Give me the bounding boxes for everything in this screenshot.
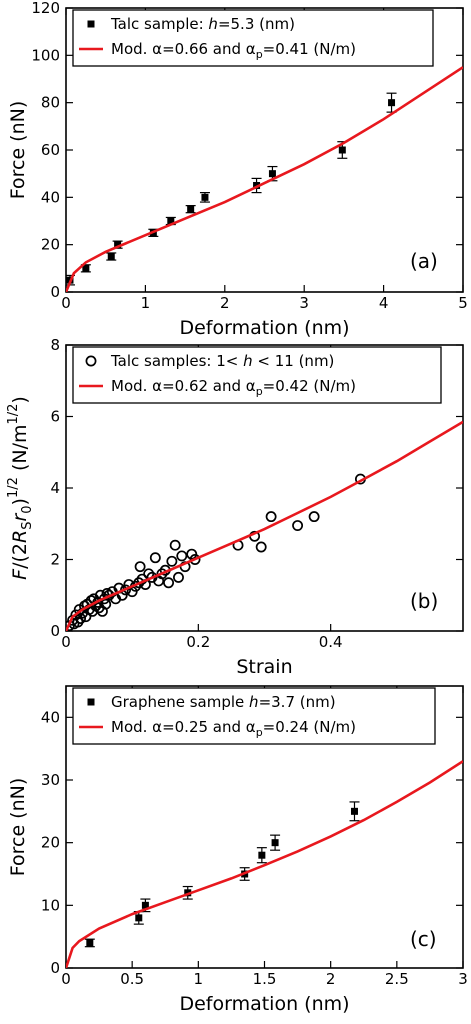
model-curve <box>66 66 463 292</box>
x-tick-label: 0.2 <box>186 633 210 651</box>
x-axis-label: Deformation (nm) <box>179 317 349 339</box>
x-tick-label: 1 <box>141 294 151 312</box>
y-tick-label: 40 <box>41 708 60 726</box>
data-layer <box>66 66 463 292</box>
data-layer <box>66 760 463 968</box>
data-point <box>167 217 175 225</box>
y-tick-label: 60 <box>41 141 60 159</box>
data-point <box>75 613 87 624</box>
data-point <box>201 193 209 201</box>
x-tick-label: 0.4 <box>319 633 343 651</box>
data-point <box>149 552 161 564</box>
legend-box <box>72 9 434 67</box>
x-axis-label: Strain <box>236 656 292 678</box>
y-tick-label: 30 <box>41 771 60 789</box>
legend-marker-swatch <box>85 355 97 367</box>
legend-label: Mod. α=0.62 and αp=0.42 (N/m) <box>111 377 356 398</box>
data-point <box>169 539 181 551</box>
legend-label: Mod. α=0.25 and αp=0.24 (N/m) <box>111 718 356 739</box>
panel-label: (a) <box>410 249 438 273</box>
data-point <box>100 598 112 610</box>
data-point <box>163 577 175 589</box>
x-tick-label: 3 <box>458 970 468 988</box>
legend-marker-swatch <box>87 20 95 28</box>
data-layer <box>66 420 463 631</box>
legend-label: Talc sample: h=5.3 (nm) <box>110 15 295 33</box>
legend-label: Talc samples: 1< h < 11 (nm) <box>110 352 334 370</box>
data-point <box>141 901 149 909</box>
data-point <box>350 807 358 815</box>
y-tick-label: 40 <box>41 188 60 206</box>
x-tick-label: 2 <box>326 970 336 988</box>
data-point <box>176 550 188 562</box>
data-point <box>82 264 90 272</box>
y-tick-label: 8 <box>50 336 60 354</box>
data-point <box>271 839 279 847</box>
y-tick-label: 2 <box>50 551 60 569</box>
y-tick-label: 0 <box>50 622 60 640</box>
data-point <box>186 548 198 560</box>
x-tick-label: 0 <box>61 633 71 651</box>
x-tick-label: 5 <box>458 294 468 312</box>
chart-panel-a: 0 1 2 3 4 5 0 20 40 60 80 100 120 Deformation (nm) For… <box>7 0 468 339</box>
data-point <box>265 511 277 523</box>
data-point <box>187 205 195 213</box>
y-axis-label: Force (nN) <box>7 778 29 877</box>
y-tick-label: 6 <box>50 408 60 426</box>
model-curve <box>66 760 463 968</box>
data-point <box>107 253 115 260</box>
y-tick-label: 4 <box>50 479 60 497</box>
panel-label: (c) <box>410 927 437 951</box>
legend-box <box>72 346 442 404</box>
x-tick-label: 1 <box>194 970 204 988</box>
y-axis-label: Force (nN) <box>7 101 29 200</box>
legend-box <box>72 687 436 745</box>
data-point <box>156 568 168 580</box>
y-tick-label: 0 <box>50 959 60 977</box>
data-point <box>86 939 94 947</box>
y-tick-label: 10 <box>41 896 60 914</box>
x-tick-label: 2 <box>220 294 230 312</box>
x-tick-label: 2.5 <box>385 970 409 988</box>
x-tick-label: 3 <box>299 294 309 312</box>
y-tick-label: 0 <box>50 283 60 301</box>
data-point <box>258 851 266 859</box>
data-point <box>135 914 143 922</box>
data-point <box>388 99 396 107</box>
y-tick-label: 80 <box>41 94 60 112</box>
chart-panel-b: 0 0.2 0.4 0 2 4 6 8 Strain F/(2RSr0)1/2 (N/m1/2) (… <box>6 336 464 678</box>
data-point <box>308 511 320 523</box>
x-tick-label: 0 <box>61 970 71 988</box>
data-point <box>114 241 122 249</box>
y-axis-label: F/(2RSr0)1/2 (N/m1/2) <box>6 396 35 580</box>
data-point <box>134 561 146 573</box>
y-tick-label: 20 <box>41 834 60 852</box>
x-tick-label: 4 <box>379 294 389 312</box>
data-point <box>292 520 304 531</box>
panel-label: (b) <box>410 589 438 613</box>
data-point <box>173 571 184 583</box>
legend-label: Graphene sample h=3.7 (nm) <box>111 693 336 711</box>
data-point <box>338 146 346 154</box>
model-curve <box>66 420 463 631</box>
x-axis-label: Deformation (nm) <box>179 993 349 1015</box>
data-point <box>166 555 178 567</box>
x-tick-label: 0.5 <box>120 970 144 988</box>
x-tick-label: 1.5 <box>253 970 277 988</box>
y-tick-label: 20 <box>41 236 60 254</box>
data-point <box>268 170 276 178</box>
x-tick-label: 0 <box>61 294 71 312</box>
data-point <box>255 541 267 553</box>
data-point <box>189 554 201 565</box>
y-tick-label: 100 <box>31 46 60 64</box>
legend-marker-swatch <box>87 698 95 706</box>
y-tick-label: 120 <box>31 0 60 17</box>
legend-label: Mod. α=0.66 and αp=0.41 (N/m) <box>111 40 356 61</box>
